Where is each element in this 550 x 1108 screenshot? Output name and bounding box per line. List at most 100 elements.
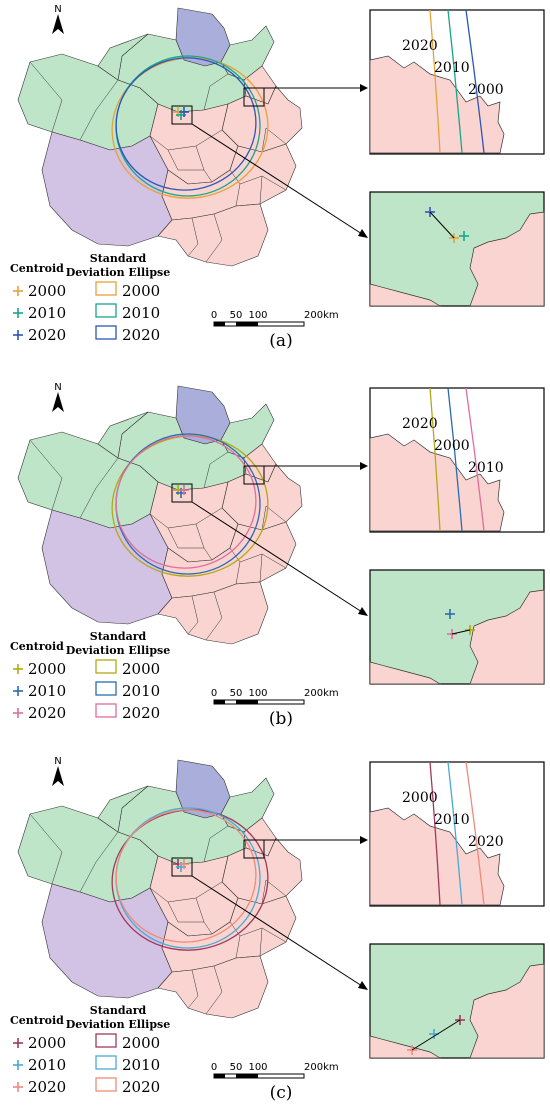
centroid-inset-box — [171, 857, 193, 877]
zoom-ellipse-arc-2000 — [429, 9, 441, 154]
legend-ellipse-year: 2020 — [122, 1078, 160, 1096]
legend-centroid-marker-2020 — [13, 1082, 23, 1092]
arrow-head — [358, 229, 368, 238]
panel-label: (c) — [270, 1083, 293, 1103]
legend-centroid-marker-2010 — [13, 308, 23, 318]
panel-label: (a) — [269, 331, 292, 351]
province-map — [17, 759, 368, 1019]
scale-segment — [236, 1074, 258, 1078]
legend-ellipse-year: 2000 — [122, 660, 160, 678]
scale-bar: 0 50 100 200km — [211, 688, 339, 705]
boundary-inset-box — [243, 839, 265, 859]
map-boundary — [239, 175, 263, 185]
legend-centroid-year: 2000 — [28, 1034, 66, 1052]
zoom-arrow-bottom — [191, 501, 363, 613]
zoom-inset-boundary: 2020 2010 2000 — [369, 9, 545, 155]
scale-tick-label: 0 — [211, 310, 217, 321]
legend-centroid-year: 2010 — [28, 1056, 66, 1074]
zoom-region — [369, 283, 442, 307]
scale-tick-label: 200km — [304, 1062, 339, 1073]
zoom-inset-boundary: 2000 2010 2020 — [369, 761, 545, 907]
legend-centroid-marker-2010 — [13, 1060, 23, 1070]
map-boundary — [205, 591, 223, 641]
map-region — [97, 785, 149, 833]
map-boundary — [203, 825, 229, 863]
north-arrow: N — [52, 382, 64, 412]
zoom-region — [369, 1035, 442, 1059]
arrow-head — [358, 981, 368, 990]
map-boundary — [195, 523, 205, 549]
scale-tick-label: 200km — [304, 688, 339, 699]
legend-ellipse-swatch-2000 — [95, 1033, 117, 1048]
map-boundary — [29, 439, 63, 511]
legend-centroid-marker-2020 — [13, 708, 23, 718]
map-boundary — [167, 149, 213, 183]
zoom-ellipse-arc-2020 — [465, 761, 485, 906]
province-map — [17, 7, 368, 267]
zoom-year-label: 2020 — [402, 416, 438, 432]
zoom-region — [469, 589, 545, 685]
north-label: N — [54, 4, 61, 15]
zoom-inset-centroid — [369, 191, 545, 307]
boundary-inset-box — [243, 465, 265, 485]
zoom-year-label: 2010 — [434, 60, 470, 76]
centroid-path — [411, 1019, 461, 1051]
legend-centroid-title: Centroid — [10, 262, 64, 275]
legend-centroid-year: 2010 — [28, 682, 66, 700]
map-boundary — [203, 73, 229, 111]
zoom-arrow-bottom — [191, 875, 363, 987]
scale-bar: 0 50 100 200km — [211, 1062, 339, 1079]
centroid-inset-box — [171, 483, 193, 503]
legend-ellipse-swatch-2010 — [95, 303, 117, 318]
arrow-head — [358, 607, 368, 616]
zoom-ellipse-arc-2020 — [465, 9, 485, 154]
legend-centroid-year: 2020 — [28, 1078, 66, 1096]
map-boundary — [205, 213, 223, 263]
zoom-ellipse-arc-2010 — [447, 761, 463, 906]
legend-centroid-title: Centroid — [10, 640, 64, 653]
zoom-centroid-2010 — [445, 609, 455, 619]
map-boundary — [149, 129, 223, 151]
north-label: N — [54, 756, 61, 767]
legend-ellipse-year: 2020 — [122, 704, 160, 722]
zoom-year-label: 2000 — [468, 82, 504, 98]
zoom-inset-boundary: 2020 2000 2010 — [369, 387, 545, 533]
map-region — [97, 411, 149, 459]
map-boundary — [239, 927, 263, 937]
legend-ellipse-swatch-2020 — [95, 325, 117, 340]
map-boundary — [195, 145, 205, 171]
zoom-region — [469, 211, 545, 307]
legend-ellipse-swatch-2020 — [95, 703, 117, 718]
boundary-inset-box — [243, 87, 265, 107]
centroid-inset-box — [171, 105, 193, 125]
north-arrow-icon — [52, 392, 64, 412]
zoom-ellipse-arc-2000 — [429, 761, 441, 906]
zoom-ellipse-arc-2020 — [465, 387, 485, 532]
legend-centroid-marker-2000 — [13, 664, 23, 674]
scale-tick-label: 100 — [248, 688, 267, 699]
north-arrow-icon — [52, 766, 64, 786]
scale-segment — [214, 322, 225, 326]
map-centroid-2020 — [179, 859, 189, 869]
legend-ellipse-year: 2010 — [122, 304, 160, 322]
legend-centroid-year: 2020 — [28, 326, 66, 344]
map-boundary — [261, 505, 287, 531]
map-boundary — [79, 79, 119, 141]
scale-tick-label: 50 — [230, 310, 243, 321]
scale-tick-label: 200km — [304, 310, 339, 321]
legend-ellipse-title-1: Standard — [90, 630, 147, 643]
legend-ellipse-year: 2010 — [122, 1056, 160, 1074]
legend-ellipse-title-1: Standard — [90, 252, 147, 265]
map-boundary — [149, 507, 223, 529]
legend-centroid-year: 2010 — [28, 304, 66, 322]
centroid-path — [451, 629, 471, 635]
map-boundary — [79, 457, 119, 519]
scale-tick-label: 50 — [230, 1062, 243, 1073]
map-boundary — [167, 527, 213, 561]
map-boundary — [195, 897, 205, 923]
